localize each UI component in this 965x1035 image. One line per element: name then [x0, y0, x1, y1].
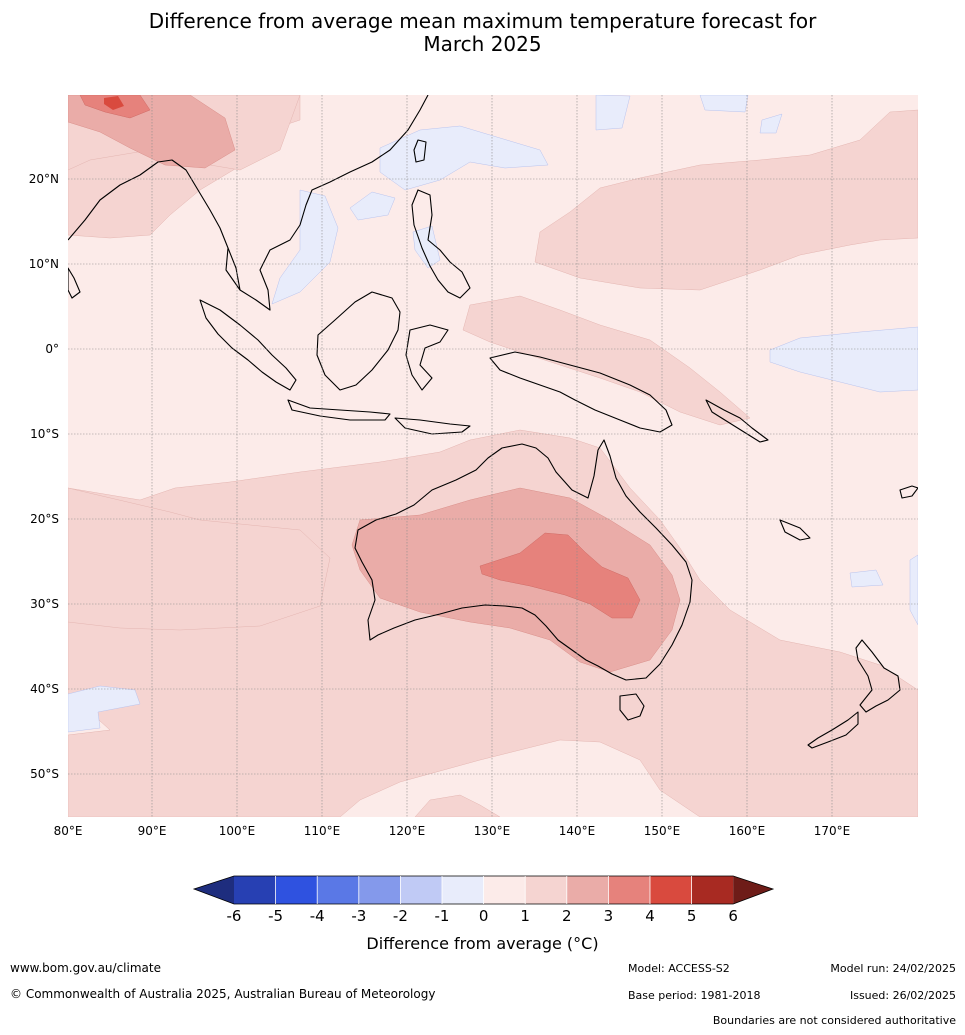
map-title: Difference from average mean maximum tem… [0, 10, 965, 56]
lat-label-10s: 10°S [30, 427, 59, 441]
colorbar-tick: 4 [645, 907, 655, 925]
colorbar-swatch-plus3 [608, 876, 650, 904]
lon-label-90e: 90°E [138, 824, 167, 838]
colorbar-tick: 3 [604, 907, 614, 925]
colorbar-low-extension [194, 876, 234, 904]
lat-label-20n: 20°N [29, 172, 59, 186]
coastline-asia-mainland [68, 95, 429, 311]
map-title-line2: March 2025 [423, 32, 542, 56]
coastline-australia [354, 439, 693, 681]
colorbar-swatch-minus6 [234, 876, 276, 904]
colorbar-swatch-plus5 [691, 876, 734, 904]
colorbar-tick: -4 [310, 907, 325, 925]
longitude-labels: 80°E 90°E 100°E 110°E 120°E 130°E 140°E … [54, 824, 851, 838]
coastline-new-guinea [489, 351, 673, 433]
footer-model: Model: ACCESS-S2 [628, 962, 730, 975]
anomaly-minus-1-to-0-zones [68, 95, 918, 733]
lon-label-150e: 150°E [644, 824, 681, 838]
colorbar-swatch-minus1 [442, 876, 484, 904]
footer-base-period: Base period: 1981-2018 [628, 989, 761, 1002]
colorbar-tick: -3 [351, 907, 366, 925]
colorbar-swatch-minus5 [275, 876, 318, 904]
coastline-borneo [316, 291, 401, 391]
map-plot-area [68, 95, 918, 817]
lat-label-0: 0° [45, 342, 59, 356]
footer-disclaimer: Boundaries are not considered authoritat… [712, 1014, 956, 1027]
lon-label-160e: 160°E [729, 824, 766, 838]
colorbar-swatch-plus2 [566, 876, 609, 904]
colorbar-swatch-minus4 [317, 876, 359, 904]
coastlines [68, 95, 918, 749]
lon-label-170e: 170°E [814, 824, 851, 838]
colorbar-swatch-minus3 [358, 876, 401, 904]
colorbar-swatch-plus0 [483, 876, 526, 904]
colorbar-tick: -6 [227, 907, 242, 925]
colorbar-title: Difference from average (°C) [366, 934, 599, 953]
lat-label-50s: 50°S [30, 767, 59, 781]
colorbar-tick: 0 [479, 907, 489, 925]
colorbar-tick: -1 [435, 907, 450, 925]
map-title-line1: Difference from average mean maximum tem… [148, 9, 817, 33]
colorbar-tick: -5 [268, 907, 283, 925]
lon-label-110e: 110°E [304, 824, 341, 838]
colorbar: -6 -5 -4 -3 -2 -1 0 1 2 3 4 5 6 [192, 875, 775, 925]
footer-model-run: Model run: 24/02/2025 [830, 962, 956, 975]
coastline-sulawesi [405, 324, 449, 391]
colorbar-tick: 6 [728, 907, 738, 925]
lat-label-20s: 20°S [30, 512, 59, 526]
footer-url[interactable]: www.bom.gov.au/climate [10, 961, 161, 975]
footer-copyright: © Commonwealth of Australia 2025, Austra… [10, 987, 436, 1001]
colorbar-swatch-plus4 [650, 876, 692, 904]
coastline-philippines [411, 189, 471, 299]
colorbar-high-extension [733, 876, 773, 904]
lon-label-130e: 130°E [474, 824, 511, 838]
colorbar-tick: -2 [393, 907, 408, 925]
lon-label-120e: 120°E [389, 824, 426, 838]
lon-label-80e: 80°E [54, 824, 83, 838]
coastline-tasmania [619, 693, 645, 721]
anomaly-4-to-5-zones [104, 96, 124, 110]
colorbar-tick-labels: -6 -5 -4 -3 -2 -1 0 1 2 3 4 5 6 [227, 907, 738, 925]
graticule [68, 95, 918, 817]
colorbar-outline [192, 875, 775, 905]
coastline-sumatra [199, 299, 297, 391]
colorbar-swatch-minus2 [400, 876, 442, 904]
colorbar-tick: 1 [520, 907, 530, 925]
colorbar-tick: 5 [687, 907, 697, 925]
colorbar-swatch-plus1 [525, 876, 567, 904]
lat-label-10n: 10°N [29, 257, 59, 271]
coastline-java [287, 399, 391, 421]
coastline-new-zealand [855, 639, 901, 713]
lon-label-140e: 140°E [559, 824, 596, 838]
latitude-labels: 20°N 10°N 0° 10°S 20°S 30°S 40°S 50°S [29, 172, 59, 781]
lon-label-100e: 100°E [219, 824, 256, 838]
footer-issued: Issued: 26/02/2025 [849, 989, 956, 1002]
lat-label-40s: 40°S [30, 682, 59, 696]
colorbar-tick: 2 [562, 907, 572, 925]
lat-label-30s: 30°S [30, 597, 59, 611]
